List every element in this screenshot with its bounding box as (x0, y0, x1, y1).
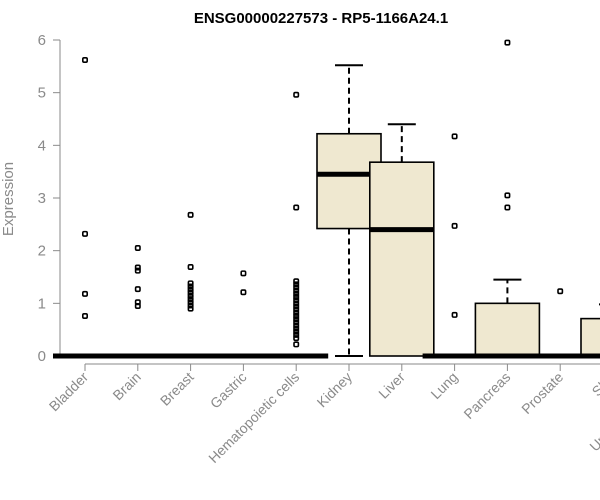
outlier-point (187, 286, 194, 293)
outlier-point (293, 319, 300, 326)
outlier-point (187, 302, 194, 309)
y-tick-label: 3 (38, 190, 46, 207)
outlier-point (451, 311, 458, 318)
outlier-point (557, 288, 564, 295)
y-tick-label: 4 (38, 137, 46, 154)
box-group (53, 57, 117, 359)
box-group (158, 211, 223, 359)
outlier-point (293, 322, 300, 329)
outlier-point (504, 204, 511, 211)
y-tick-label: 1 (38, 295, 46, 312)
outlier-point (187, 292, 194, 299)
outlier-point (187, 263, 194, 270)
outlier-point (82, 312, 89, 319)
box (474, 302, 541, 357)
x-tick-label: Prostate (518, 369, 566, 417)
outlier-point (240, 270, 247, 277)
y-tick-label: 6 (38, 32, 46, 49)
outlier-point (293, 316, 300, 323)
y-axis-label: Expression (0, 162, 17, 236)
outlier-point (293, 312, 300, 319)
x-tick-label: Hematopoietic cells (205, 369, 302, 466)
outlier-point (451, 133, 458, 140)
x-tick-label: Brain (109, 369, 143, 403)
box (580, 317, 600, 357)
outlier-point (293, 91, 300, 98)
outlier-point (240, 289, 247, 296)
box-group (580, 303, 600, 359)
x-tick-label: Kidney (314, 369, 356, 411)
box-group (105, 245, 170, 359)
outlier-point (293, 281, 300, 288)
y-tick-label: 0 (38, 348, 46, 365)
outlier-point (82, 57, 89, 64)
outlier-point (293, 290, 300, 297)
box (368, 161, 435, 357)
x-tick-label: Breast (157, 369, 197, 409)
box-group (264, 91, 329, 359)
outlier-point (187, 211, 194, 218)
outlier-point (82, 230, 89, 237)
outlier-point (187, 283, 194, 290)
outlier-point (293, 341, 300, 348)
outlier-point (293, 328, 300, 335)
outlier-point (293, 331, 300, 338)
outlier-point (504, 192, 511, 199)
plot-area (53, 39, 600, 359)
outlier-point (82, 290, 89, 297)
outlier-point (187, 305, 194, 312)
x-tick-label: Gastric (207, 369, 250, 412)
x-tick-label: Pancreas (460, 369, 513, 422)
outlier-point (293, 294, 300, 301)
outlier-point (187, 280, 194, 287)
outlier-point (451, 222, 458, 229)
outlier-point (187, 296, 194, 303)
chart-title: ENSG00000227573 - RP5-1166A24.1 (194, 10, 448, 27)
outlier-point (293, 325, 300, 332)
outlier-point (187, 289, 194, 296)
outlier-point (134, 286, 141, 293)
outlier-point (293, 306, 300, 313)
outlier-point (293, 204, 300, 211)
outlier-point (187, 299, 194, 306)
box-group (211, 270, 276, 359)
y-tick-label: 5 (38, 85, 46, 102)
y-tick-label: 2 (38, 243, 46, 260)
y-axis: 0 1 2 3 4 5 6 (38, 32, 61, 365)
outlier-point (134, 267, 141, 274)
outlier-point (134, 245, 141, 252)
outlier-point (293, 303, 300, 310)
outlier-point (293, 335, 300, 342)
x-tick-label: Bladder (46, 369, 92, 415)
box-group (474, 39, 541, 359)
outlier-point (293, 284, 300, 291)
outlier-point (293, 278, 300, 285)
outlier-point (293, 300, 300, 307)
outlier-point (134, 302, 141, 309)
outlier-point (293, 309, 300, 316)
x-tick-label: Lung (427, 369, 460, 402)
outlier-point (504, 39, 511, 46)
outlier-point (293, 287, 300, 294)
box-group (368, 123, 435, 357)
x-tick-label: Liver (375, 369, 408, 402)
outlier-point (134, 264, 141, 271)
outlier-point (293, 297, 300, 304)
x-tick-label: Skin (589, 369, 600, 400)
